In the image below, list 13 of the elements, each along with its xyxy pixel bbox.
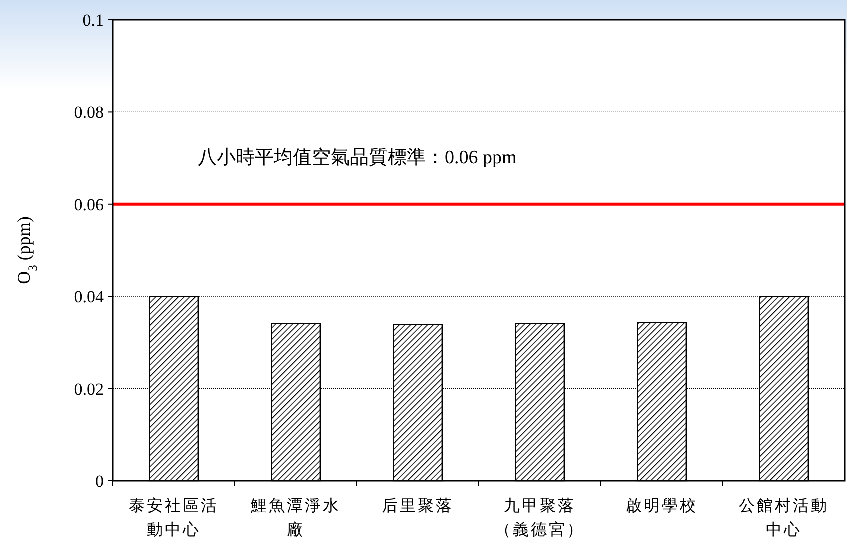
y-tick-label: 0.06 <box>74 195 104 214</box>
y-tick-label: 0.08 <box>74 103 104 122</box>
x-tick-label: 九甲聚落（義德宮） <box>494 496 586 541</box>
x-tick-label: 后里聚落 <box>382 496 454 517</box>
x-tick-label: 鯉魚潭淨水廠 <box>250 496 342 541</box>
y-tick-label: 0 <box>96 472 104 491</box>
x-tick-label: 公館村活動中心 <box>738 496 830 541</box>
x-tick-label: 泰安社區活動中心 <box>128 496 220 541</box>
ref-line-label: 八小時平均值空氣品質標準：0.06 ppm <box>198 146 517 168</box>
y-tick-label: 0.04 <box>74 288 104 307</box>
x-tick-label: 啟明學校 <box>626 497 698 517</box>
y-tick-label: 0.1 <box>82 11 104 30</box>
y-tick-label: 0.02 <box>74 380 104 399</box>
